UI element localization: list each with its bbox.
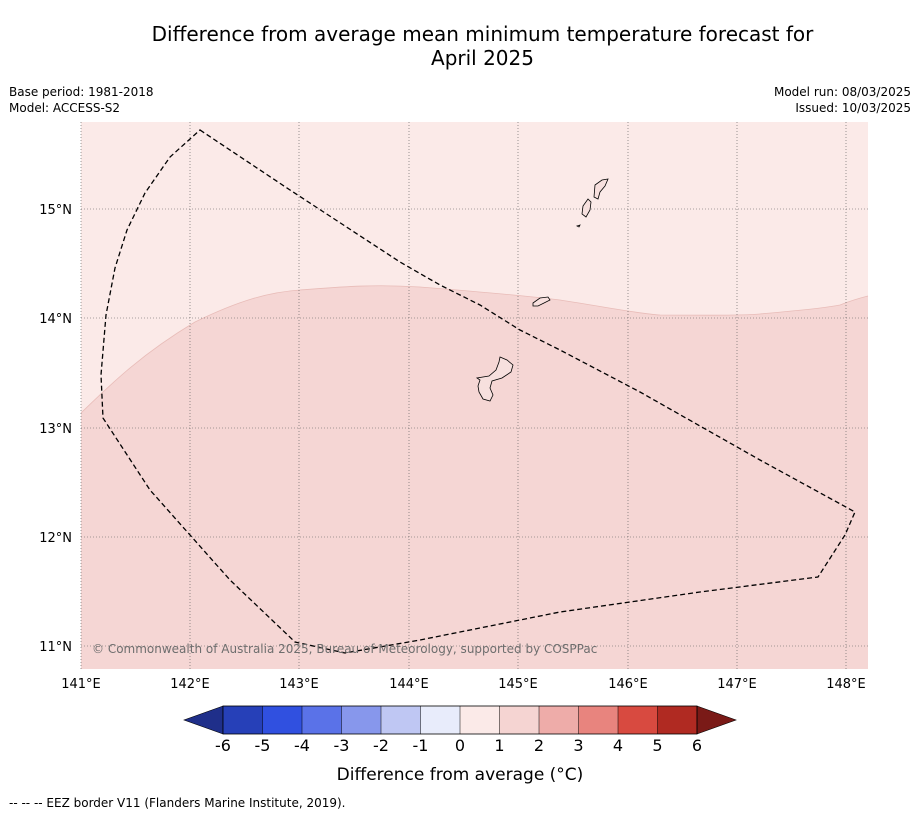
lat-label-13n: 13°N: [39, 422, 72, 437]
colorbar-tick: -2: [373, 736, 389, 755]
island-guam: [475, 356, 514, 402]
colorbar-bin: [499, 706, 539, 734]
colorbar-label: Difference from average (°C): [337, 765, 584, 785]
colorbar-tick: -1: [413, 736, 429, 755]
base-period: Base period: 1981-2018: [9, 85, 154, 99]
lon-label-145e: 145°E: [498, 677, 538, 692]
colorbar: [183, 705, 737, 735]
colorbar-tick: -6: [215, 736, 231, 755]
colorbar-tick: 3: [573, 736, 583, 755]
model-run: Model run: 08/03/2025: [773, 85, 911, 99]
copyright-text: © Commonwealth of Australia 2025, Bureau…: [92, 642, 597, 656]
zone-boundary: [80, 285, 869, 414]
gridlines: [80, 122, 868, 669]
model-name: Model: ACCESS-S2: [9, 101, 121, 115]
meta-left: Base period: 1981-2018 Model: ACCESS-S2: [9, 84, 154, 116]
colorbar-tick: 4: [613, 736, 623, 755]
lon-label-142e: 142°E: [170, 677, 210, 692]
lat-label-14n: 14°N: [39, 312, 72, 327]
colorbar-bin: [657, 706, 697, 734]
island-saipan: [593, 178, 609, 200]
colorbar-tick: 0: [455, 736, 465, 755]
colorbar-bin: [539, 706, 579, 734]
colorbar-bin: [302, 706, 342, 734]
colorbar-bin: [262, 706, 302, 734]
eez-border: [100, 129, 856, 654]
lat-label-12n: 12°N: [39, 531, 72, 546]
issued-date: Issued: 10/03/2025: [795, 101, 911, 115]
colorbar-ticks: -6 -5 -4 -3 -2 -1 0 1 2 3 4 5 6: [215, 736, 702, 755]
colorbar-bin: [460, 706, 500, 734]
lon-label-148e: 148°E: [826, 677, 866, 692]
islands: [475, 178, 609, 402]
colorbar-bin: [618, 706, 658, 734]
colorbar-tick: -4: [294, 736, 310, 755]
longitude-labels: 141°E 142°E 143°E 144°E 145°E 146°E 147°…: [61, 677, 866, 692]
colorbar-tick: -3: [334, 736, 350, 755]
island-aguijan: [575, 224, 581, 228]
lon-label-144e: 144°E: [389, 677, 429, 692]
colorbar-tick: 1: [494, 736, 504, 755]
meta-right: Model run: 08/03/2025 Issued: 10/03/2025: [774, 84, 911, 116]
colorbar-bin: [381, 706, 421, 734]
anomaly-zone-lower: [81, 285, 868, 669]
island-rota: [532, 296, 551, 307]
eez-legend-note: -- -- -- EEZ border V11 (Flanders Marine…: [9, 796, 346, 810]
lon-label-141e: 141°E: [61, 677, 101, 692]
island-tinian: [581, 198, 592, 218]
map-title-line1: Difference from average mean minimum tem…: [151, 22, 814, 46]
colorbar-max-arrow: [696, 705, 737, 735]
lat-label-15n: 15°N: [39, 203, 72, 218]
colorbar-min-arrow: [183, 705, 224, 735]
map-title: Difference from average mean minimum tem…: [0, 22, 919, 70]
lon-label-146e: 146°E: [608, 677, 648, 692]
colorbar-bin: [578, 706, 618, 734]
colorbar-tick: -5: [255, 736, 271, 755]
colorbar-tick: 2: [534, 736, 544, 755]
map-title-line2: April 2025: [431, 46, 534, 70]
colorbar-tick: 5: [652, 736, 662, 755]
colorbar-tick: 6: [692, 736, 702, 755]
lon-label-143e: 143°E: [279, 677, 319, 692]
colorbar-bin: [341, 706, 381, 734]
colorbar-bin: [223, 706, 263, 734]
lon-label-147e: 147°E: [717, 677, 757, 692]
lat-label-11n: 11°N: [39, 640, 72, 655]
latitude-labels: 15°N 14°N 13°N 12°N 11°N: [39, 203, 72, 655]
colorbar-bin: [420, 706, 460, 734]
